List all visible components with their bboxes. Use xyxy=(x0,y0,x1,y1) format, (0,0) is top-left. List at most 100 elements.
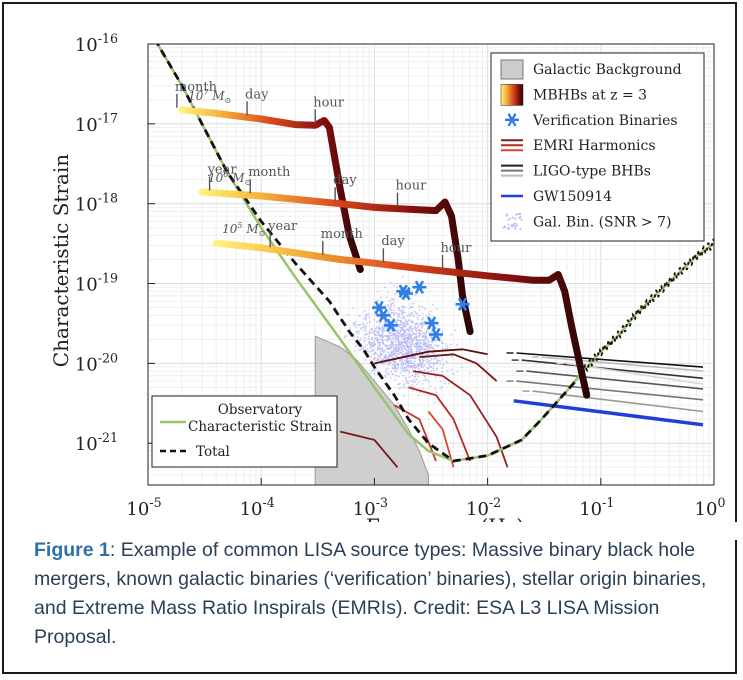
emri-harmonic-line xyxy=(427,410,455,468)
galactic-binary-point xyxy=(393,339,396,341)
galactic-binary-point xyxy=(394,352,397,354)
galactic-binary-point xyxy=(402,335,404,338)
galactic-binary-point xyxy=(400,386,403,389)
galactic-binary-point xyxy=(420,346,423,349)
galactic-binary-point xyxy=(360,328,363,331)
galactic-binary-point xyxy=(379,322,381,325)
galactic-binary-point xyxy=(384,339,387,341)
galactic-binary-point xyxy=(392,345,395,348)
galactic-binary-point xyxy=(372,338,374,340)
galactic-binary-point xyxy=(425,329,428,332)
galactic-binary-point xyxy=(410,348,413,351)
galactic-binary-point xyxy=(399,326,402,329)
galactic-binary-point xyxy=(395,337,398,340)
galactic-binary-point xyxy=(431,303,434,306)
galactic-binary-point xyxy=(401,333,404,336)
galactic-binary-point xyxy=(349,327,351,329)
galactic-binary-point xyxy=(357,336,359,339)
galactic-binary-point xyxy=(416,316,419,319)
verification-binary-star xyxy=(383,318,398,333)
legend-top-label: Verification Binaries xyxy=(532,113,678,129)
galactic-binary-point xyxy=(388,372,390,375)
galactic-binary-point xyxy=(383,343,386,346)
galactic-binary-point xyxy=(396,286,398,289)
galactic-binary-point xyxy=(401,358,404,361)
galactic-binary-point xyxy=(401,340,403,343)
galactic-binary-point xyxy=(430,336,432,339)
galactic-binary-point xyxy=(411,340,414,343)
figure-label: Figure 1 xyxy=(34,539,110,561)
galactic-binary-point xyxy=(386,337,389,340)
galactic-binary-point xyxy=(417,367,420,370)
galactic-binary-point xyxy=(382,324,384,327)
legend-top-box xyxy=(490,52,705,242)
galactic-binary-point xyxy=(392,332,395,335)
galactic-binary-point xyxy=(397,364,400,366)
galactic-binary-point xyxy=(430,345,433,347)
galactic-binary-point xyxy=(406,328,408,331)
galactic-binary-point xyxy=(378,326,380,329)
galactic-binary-point xyxy=(397,329,399,331)
galactic-binary-point xyxy=(381,334,384,337)
galactic-binary-point xyxy=(368,316,371,318)
time-mark-label: year xyxy=(267,219,298,234)
galactic-binary-point xyxy=(386,367,389,370)
time-mark-label: month xyxy=(248,165,291,180)
galactic-binary-point xyxy=(429,347,431,349)
galactic-binary-point xyxy=(402,311,405,314)
galactic-binary-point xyxy=(450,333,452,336)
legend-top-label: Gal. Bin. (SNR > 7) xyxy=(533,214,671,230)
galactic-binary-point xyxy=(366,322,368,324)
galactic-binary-point xyxy=(434,387,437,390)
galactic-binary-point xyxy=(388,346,391,349)
galactic-binary-point xyxy=(363,324,365,327)
caption-mask xyxy=(4,522,739,540)
verification-binary-star xyxy=(424,316,439,330)
time-mark-label: day xyxy=(245,87,269,102)
galactic-binary-point xyxy=(409,314,411,317)
galactic-binary-point xyxy=(430,365,433,368)
galactic-binary-point xyxy=(433,353,436,356)
galactic-binary-point xyxy=(400,345,402,348)
galactic-binary-point xyxy=(366,344,368,346)
galactic-binary-point xyxy=(387,305,390,308)
legend-swatch-dot xyxy=(506,227,509,230)
galactic-binary-point xyxy=(390,309,393,311)
galactic-binary-point xyxy=(414,373,417,375)
galactic-binary-point xyxy=(414,367,416,369)
galactic-binary-point xyxy=(392,312,395,314)
galactic-binary-point xyxy=(417,324,420,327)
galactic-binary-point xyxy=(406,386,409,389)
legend-swatch-dot xyxy=(519,227,522,230)
galactic-binary-point xyxy=(421,358,424,361)
mass-label: 105 M⊙ xyxy=(222,221,265,238)
galactic-binary-point xyxy=(398,315,401,317)
galactic-binary-point xyxy=(384,376,387,379)
galactic-binary-point xyxy=(407,329,410,331)
galactic-binary-point xyxy=(408,371,411,374)
galactic-binary-point xyxy=(372,358,375,361)
galactic-binary-point xyxy=(418,344,421,347)
legend-swatch-dot xyxy=(514,217,517,220)
galactic-binary-point xyxy=(402,374,405,377)
galactic-binary-point xyxy=(418,305,420,308)
galactic-binary-point xyxy=(423,345,425,347)
galactic-binary-point xyxy=(353,332,356,335)
galactic-binary-point xyxy=(418,335,420,338)
galactic-binary-point xyxy=(383,363,385,366)
galactic-binary-point xyxy=(378,327,381,330)
galactic-binary-point xyxy=(387,363,389,366)
galactic-binary-point xyxy=(417,376,420,378)
galactic-binary-point xyxy=(425,342,428,345)
mass-label: 106 M⊙ xyxy=(208,170,251,187)
galactic-binary-point xyxy=(416,383,418,386)
galactic-binary-point xyxy=(406,315,409,317)
galactic-binary-point xyxy=(361,346,363,348)
galactic-binary-point xyxy=(402,322,404,325)
y-tick-label: 10-16 xyxy=(75,31,118,56)
galactic-binary-point xyxy=(369,343,371,346)
verification-binary-star xyxy=(399,286,413,301)
galactic-binary-point xyxy=(401,327,404,330)
galactic-binary-point xyxy=(419,350,422,353)
galactic-binary-point xyxy=(403,362,405,365)
